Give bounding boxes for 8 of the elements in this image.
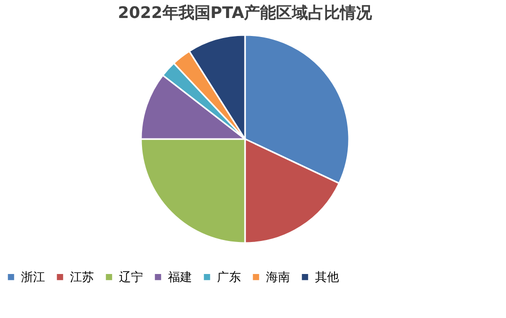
legend-label: 辽宁 [119, 270, 143, 284]
legend-label: 广东 [217, 270, 241, 284]
legend-label: 福建 [168, 270, 192, 284]
legend-label: 江苏 [70, 270, 94, 284]
legend-label: 海南 [266, 270, 290, 284]
legend-label: 浙江 [21, 270, 45, 284]
chart-title: 2022年我国PTA产能区域占比情况 [118, 3, 374, 22]
legend-label: 其他 [315, 270, 339, 284]
